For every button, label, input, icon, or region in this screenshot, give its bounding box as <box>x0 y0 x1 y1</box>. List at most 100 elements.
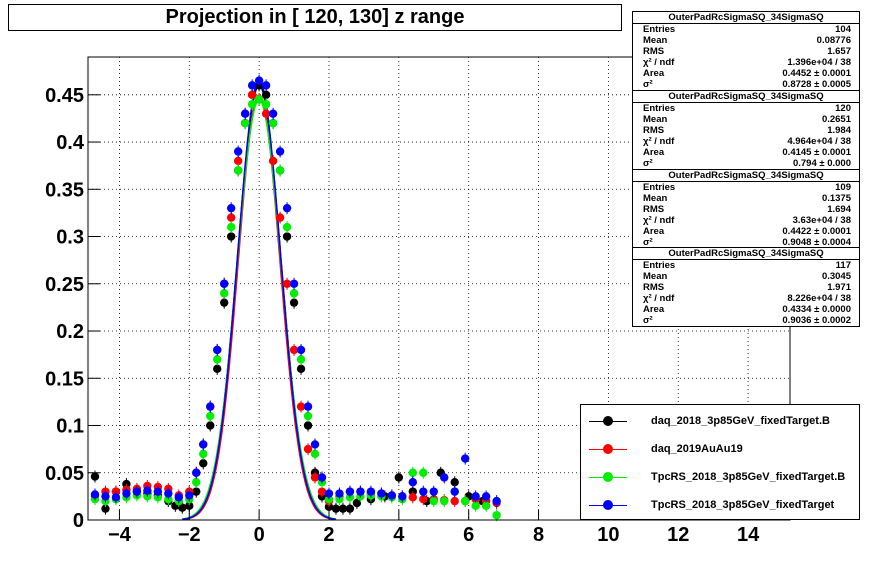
data-point <box>377 489 386 498</box>
stat-value: 0.4145 ± 0.0001 <box>782 147 851 158</box>
data-point <box>268 109 278 118</box>
legend: daq_2018_3p85GeV_fixedTarget.B daq_2019Au… <box>580 404 860 520</box>
data-point <box>226 203 236 213</box>
data-point <box>101 504 110 513</box>
stat-label: σ² <box>643 237 653 248</box>
data-point <box>492 511 501 520</box>
stat-label: χ² / ndf <box>643 57 675 68</box>
data-point <box>143 486 152 495</box>
stat-row: Area 0.4145 ± 0.0001 <box>633 147 859 158</box>
data-point <box>317 487 327 496</box>
data-point <box>185 491 194 500</box>
stat-row: σ² 0.8728 ± 0.0005 <box>633 79 859 90</box>
data-point <box>90 472 100 481</box>
y-tick-label: 0.15 <box>45 368 84 390</box>
data-point <box>90 490 100 499</box>
stat-row: Mean 0.08776 <box>633 35 859 46</box>
y-tick-label: 0.45 <box>45 85 84 107</box>
data-point <box>220 298 229 307</box>
x-tick-label: 10 <box>597 524 619 546</box>
legend-label: TpcRS_2018_3p85GeV_fixedTarget.B <box>651 471 846 483</box>
legend-entry: daq_2019AuAu19 <box>581 435 859 463</box>
data-point <box>153 487 163 496</box>
data-point <box>356 487 365 496</box>
data-point <box>408 468 418 477</box>
stat-value: 0.1375 <box>821 193 851 204</box>
data-point <box>324 489 334 498</box>
data-point <box>450 487 459 496</box>
data-point <box>233 147 243 156</box>
data-point <box>247 100 257 109</box>
data-point <box>247 81 257 90</box>
stat-label: χ² / ndf <box>643 215 675 226</box>
x-tick-label: −4 <box>108 524 132 546</box>
data-point <box>268 118 278 128</box>
data-point <box>275 213 285 222</box>
data-point <box>233 166 243 175</box>
data-point <box>199 449 208 459</box>
stat-value: 0.4422 ± 0.0001 <box>782 226 851 237</box>
data-point <box>303 402 313 411</box>
data-point <box>419 495 428 504</box>
data-point <box>206 402 215 411</box>
stat-row: RMS 1.657 <box>633 46 859 57</box>
data-point <box>419 468 428 477</box>
data-point <box>132 487 142 496</box>
stat-row: Mean 0.1375 <box>633 193 859 204</box>
data-point <box>282 203 292 213</box>
data-point <box>471 501 480 511</box>
stat-box-title: OuterPadRcSigmaSQ_34SigmaSQ <box>633 91 859 103</box>
data-point <box>296 402 306 411</box>
stat-value: 0.3045 <box>821 271 851 282</box>
data-point <box>335 489 344 498</box>
y-tick-label: 0.3 <box>56 227 84 249</box>
stat-box: OuterPadRcSigmaSQ_34SigmaSQ Entries 117 Mea… <box>632 247 860 327</box>
stat-label: Mean <box>643 193 668 204</box>
data-point <box>408 478 418 487</box>
data-point <box>303 444 313 454</box>
stat-row: RMS 1.984 <box>633 125 859 136</box>
data-point <box>213 345 222 355</box>
data-point <box>261 109 271 118</box>
data-point <box>492 496 501 506</box>
stat-value: 0.4452 ± 0.0001 <box>782 68 851 79</box>
stat-value: 0.9036 ± 0.0002 <box>782 315 851 326</box>
stat-value: 3.63e+04 / 38 <box>792 215 851 226</box>
data-point <box>460 454 470 463</box>
legend-marker-icon <box>581 491 631 519</box>
stat-row: Entries 117 <box>633 260 859 271</box>
data-point <box>289 298 299 307</box>
legend-label: daq_2019AuAu19 <box>651 443 743 455</box>
data-point <box>303 411 313 421</box>
data-point <box>289 345 299 355</box>
stat-label: Area <box>643 147 665 158</box>
y-tick-label: 0.35 <box>45 179 84 201</box>
stat-box-title: OuterPadRcSigmaSQ_34SigmaSQ <box>633 248 859 260</box>
legend-marker-icon <box>581 435 631 463</box>
stat-label: Area <box>643 68 665 79</box>
data-point <box>192 487 201 496</box>
stat-label: Area <box>643 304 665 315</box>
legend-label: TpcRS_2018_3p85GeV_fixedTarget <box>651 499 835 511</box>
stat-row: σ² 0.794 ± 0.000 <box>633 158 859 169</box>
data-point <box>199 459 208 468</box>
data-point <box>261 90 271 99</box>
data-point <box>226 232 236 241</box>
data-point <box>220 289 229 298</box>
data-point <box>261 100 271 109</box>
data-point <box>192 468 201 477</box>
data-points <box>90 74 501 522</box>
data-point <box>282 232 292 241</box>
stat-value: 1.971 <box>827 282 851 293</box>
x-tick-label: −2 <box>178 524 201 546</box>
data-point <box>206 411 215 421</box>
stat-box: OuterPadRcSigmaSQ_34SigmaSQ Entries 120 Mea… <box>632 90 860 170</box>
legend-entry: TpcRS_2018_3p85GeV_fixedTarget.B <box>581 463 859 491</box>
stat-row: χ² / ndf 1.396e+04 / 38 <box>633 57 859 68</box>
data-point <box>310 473 320 482</box>
data-point <box>310 449 320 459</box>
stat-row: Entries 120 <box>633 103 859 114</box>
data-point <box>122 489 131 498</box>
stat-row: σ² 0.9048 ± 0.0004 <box>633 237 859 248</box>
